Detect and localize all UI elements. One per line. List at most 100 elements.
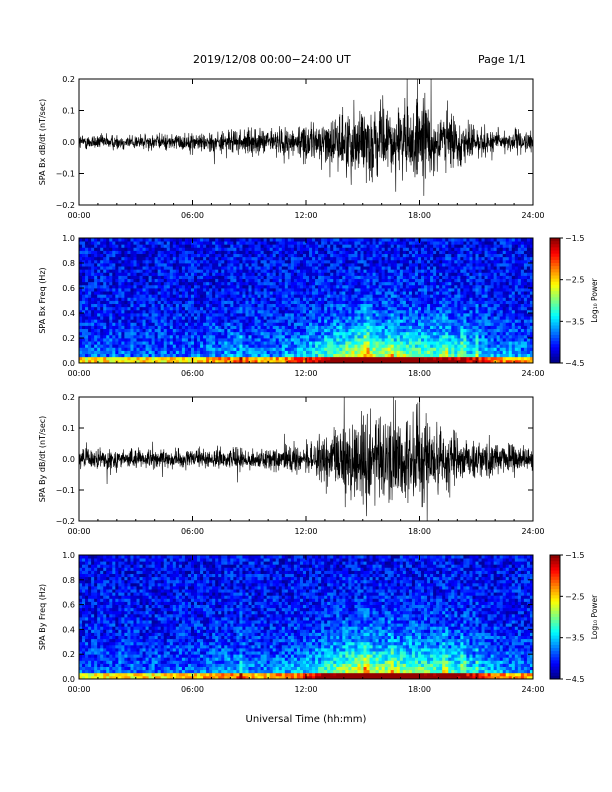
spectro-cell	[236, 341, 240, 345]
spectro-cell	[269, 359, 274, 364]
spectro-cell	[387, 275, 392, 280]
spectro-cell	[424, 250, 428, 255]
spectro-cell	[333, 359, 337, 364]
spectro-cell	[405, 266, 410, 270]
spectro-cell	[194, 269, 198, 273]
spectro-cell	[290, 259, 295, 264]
spectro-cell	[445, 250, 449, 255]
spectro-cell	[212, 244, 216, 248]
spectro-cell	[411, 300, 416, 305]
spectro-cell	[299, 294, 304, 298]
spectro-cell	[115, 291, 119, 295]
spectro-cell	[118, 278, 122, 283]
spectro-cell	[263, 334, 268, 339]
spectro-cell	[445, 244, 449, 248]
spectro-cell	[109, 281, 113, 286]
spectro-cell	[103, 319, 107, 323]
spectro-cell	[148, 266, 153, 270]
spectro-cell	[224, 250, 228, 255]
spectro-cell	[181, 278, 186, 283]
spectro-cell	[190, 344, 195, 348]
spectro-cell	[245, 347, 249, 351]
spectro-cell	[206, 284, 210, 289]
spectro-cell	[133, 253, 137, 258]
spectro-cell	[242, 253, 246, 258]
spectro-cell	[124, 284, 128, 289]
spectro-cell	[124, 319, 128, 323]
spectro-cell	[112, 303, 116, 308]
spectro-cell	[200, 238, 204, 242]
spectro-cell	[115, 319, 119, 323]
spectro-cell	[148, 300, 153, 305]
spectro-cell	[327, 313, 331, 317]
spectro-cell	[369, 353, 373, 358]
spectro-cell	[387, 297, 392, 301]
spectro-cell	[169, 309, 174, 314]
spectro-cell	[363, 325, 367, 330]
spectro-cell	[239, 263, 243, 267]
spectro-cell	[145, 325, 150, 330]
spectro-cell	[209, 275, 213, 280]
spectro-cell	[384, 325, 389, 330]
spectro-cell	[187, 275, 192, 280]
spectro-cell	[445, 328, 449, 333]
spectro-cell	[97, 263, 101, 267]
spectro-cell	[345, 344, 349, 348]
spectro-cell	[109, 356, 113, 361]
spectro-cell	[321, 263, 325, 267]
spectro-cell	[88, 331, 92, 336]
spectro-cell	[260, 347, 265, 351]
spectro-cell	[342, 319, 346, 323]
spectro-cell	[248, 259, 252, 264]
spectro-cell	[345, 284, 349, 289]
spectro-cell	[315, 278, 319, 283]
spectro-cell	[417, 256, 422, 261]
spectro-cell	[100, 356, 104, 361]
spectro-cell	[239, 344, 243, 348]
spectro-cell	[324, 341, 328, 345]
spectro-cell	[206, 278, 210, 283]
spectro-cell	[411, 344, 416, 348]
spectro-cell	[287, 347, 292, 351]
spectro-cell	[369, 350, 373, 355]
spectro-cell	[427, 344, 431, 348]
spectro-cell	[112, 297, 116, 301]
spectro-cell	[357, 291, 361, 295]
spectro-cell	[433, 253, 437, 258]
spectro-cell	[372, 309, 377, 314]
spectro-cell	[221, 241, 225, 245]
spectro-cell	[345, 313, 349, 317]
spectro-cell	[169, 278, 174, 283]
spectro-cell	[354, 269, 358, 273]
spectro-cell	[263, 303, 268, 308]
spectro-cell	[430, 256, 434, 261]
spectro-cell	[142, 256, 146, 261]
spectro-cell	[378, 303, 383, 308]
spectro-cell	[333, 244, 337, 248]
spectro-cell	[209, 328, 213, 333]
spectro-cell	[318, 347, 322, 351]
spectro-cell	[157, 291, 162, 295]
spectro-cell	[239, 353, 243, 358]
spectro-cell	[375, 325, 380, 330]
spectro-cell	[411, 263, 416, 267]
spectro-cell	[184, 256, 189, 261]
spectro-cell	[127, 356, 131, 361]
spectro-cell	[399, 256, 404, 261]
spectro-cell	[118, 356, 122, 361]
spectro-cell	[296, 291, 301, 295]
spectro-cell	[345, 325, 349, 330]
spectro-cell	[175, 344, 180, 348]
spectro-cell	[169, 288, 174, 292]
spectro-cell	[393, 294, 398, 298]
spectro-cell	[302, 272, 307, 276]
spectro-cell	[118, 303, 122, 308]
spectro-cell	[387, 347, 392, 351]
spectro-cell	[330, 263, 334, 267]
spectro-cell	[233, 331, 237, 336]
spectro-cell	[163, 347, 168, 351]
spectro-cell	[321, 247, 325, 251]
spectro-cell	[275, 269, 280, 273]
spectro-cell	[384, 344, 389, 348]
spectro-cell	[281, 244, 286, 248]
